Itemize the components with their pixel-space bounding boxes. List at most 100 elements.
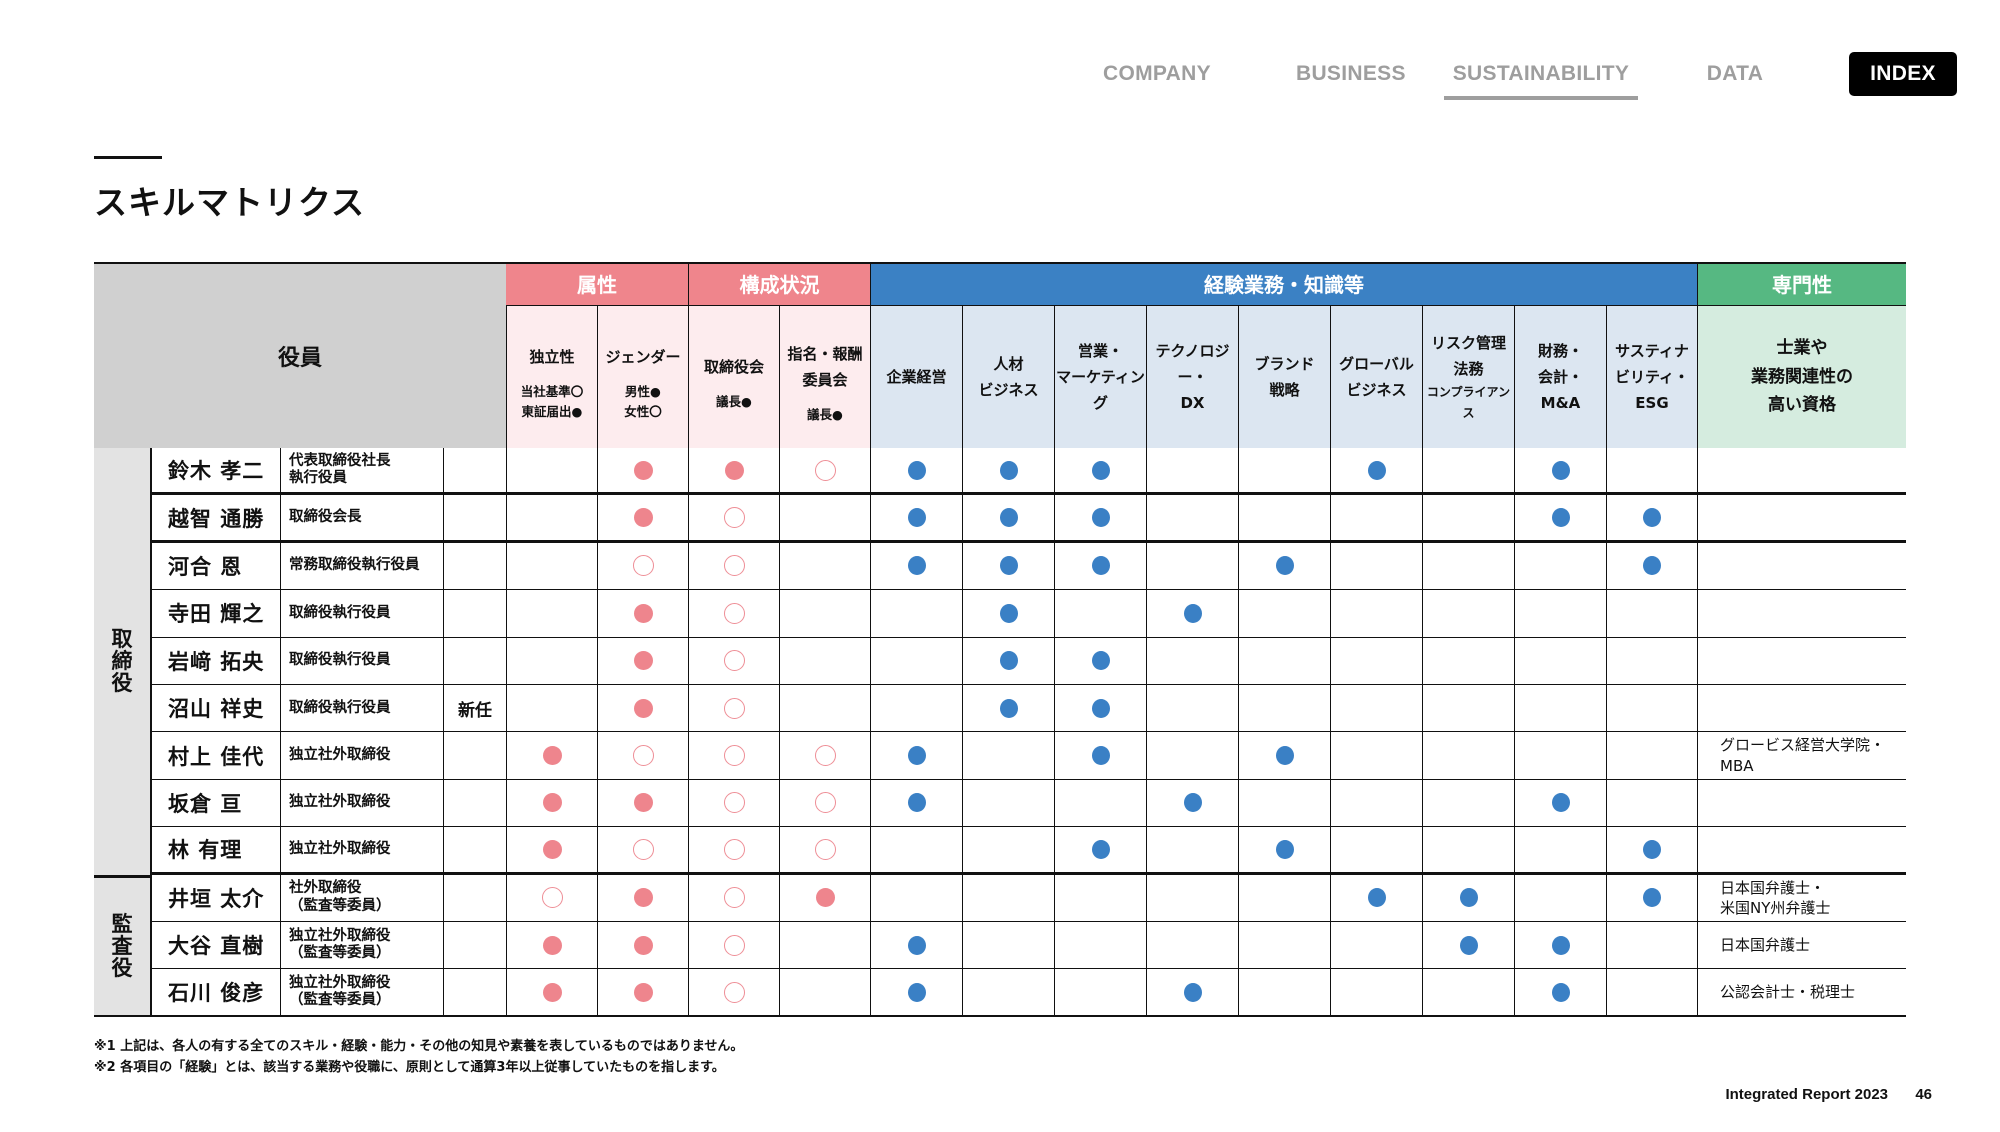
- skill-cell-esg: [1606, 495, 1697, 540]
- filled-circle-icon: [907, 793, 926, 813]
- open-circle-icon: [723, 745, 745, 767]
- table-row: 井垣 太介 社外取締役 （監査等委員） 日本国弁護士・ 米国NY州弁護士: [150, 874, 1906, 922]
- skill-cell-finance: [1514, 827, 1606, 872]
- filled-circle-icon: [1551, 460, 1570, 480]
- skill-cell-finance: [1514, 495, 1606, 540]
- qualification: 日本国弁護士: [1697, 922, 1906, 969]
- skill-cell-management: [870, 827, 962, 872]
- skill-cell-gender: [597, 827, 688, 872]
- column-header-global: グローバル ビジネス: [1330, 305, 1422, 448]
- filled-circle-icon: [633, 698, 653, 718]
- column-label: 営業・ マーケティング: [1056, 341, 1145, 413]
- table-row: 大谷 直樹 独立社外取締役 （監査等委員） 日本国弁護士: [150, 922, 1906, 970]
- open-circle-icon: [632, 838, 654, 860]
- filled-circle-icon: [633, 793, 653, 813]
- skill-cell-nomination: [779, 542, 870, 590]
- filled-circle-icon: [1643, 556, 1661, 576]
- skill-cell-esg: [1606, 637, 1697, 684]
- filled-circle-icon: [999, 603, 1018, 623]
- qualification: [1697, 448, 1906, 493]
- skill-cell-board: [688, 448, 779, 493]
- new-appointment-badge: [443, 542, 506, 590]
- skill-cell-risk: [1422, 542, 1514, 590]
- skill-cell-board: [688, 874, 779, 921]
- skill-cell-esg: [1606, 685, 1697, 732]
- qualification: [1697, 590, 1906, 637]
- skill-cell-esg: [1606, 448, 1697, 493]
- nav-business[interactable]: BUSINESS: [1296, 62, 1406, 85]
- skill-cell-brand: [1238, 685, 1330, 732]
- skill-cell-brand: [1238, 590, 1330, 637]
- officer-role: 独立社外取締役 （監査等委員）: [280, 922, 443, 969]
- expertise-column-header: 士業や 業務関連性の 高い資格: [1697, 305, 1906, 448]
- skill-cell-board: [688, 495, 779, 540]
- skill-cell-hr: [962, 495, 1054, 540]
- filled-circle-icon: [1183, 603, 1202, 623]
- filled-circle-icon: [1091, 556, 1110, 576]
- column-label: ジェンダー: [605, 347, 681, 366]
- skill-cell-nomination: [779, 874, 870, 921]
- skill-cell-sales: [1054, 874, 1146, 921]
- skill-cell-management: [870, 685, 962, 732]
- nav-company[interactable]: COMPANY: [1103, 62, 1211, 85]
- skill-cell-risk: [1422, 827, 1514, 872]
- nav-sustainability[interactable]: SUSTAINABILITY: [1444, 52, 1638, 100]
- column-header-management: 企業経営: [870, 305, 962, 448]
- skill-cell-management: [870, 448, 962, 493]
- column-header-hr: 人材 ビジネス: [962, 305, 1054, 448]
- skill-cell-board: [688, 969, 779, 1015]
- skill-cell-sales: [1054, 779, 1146, 827]
- officer-name: 村上 佳代: [150, 732, 280, 779]
- filled-circle-icon: [633, 508, 653, 528]
- table-row: 鈴木 孝二 代表取締役社長 執行役員: [150, 448, 1906, 496]
- filled-circle-icon: [1459, 935, 1478, 955]
- new-appointment-badge: [443, 495, 506, 540]
- new-appointment-badge: [443, 969, 506, 1015]
- column-header-tech: テクノロジー・ DX: [1146, 305, 1238, 448]
- skill-cell-risk: [1422, 969, 1514, 1015]
- filled-circle-icon: [907, 556, 926, 576]
- qualification: [1697, 637, 1906, 684]
- filled-circle-icon: [542, 839, 562, 859]
- filled-circle-icon: [1091, 508, 1110, 528]
- skill-cell-finance: [1514, 448, 1606, 493]
- table-row: 坂倉 亘独立社外取締役: [150, 779, 1906, 828]
- open-circle-icon: [723, 887, 745, 909]
- title-rule: [94, 156, 162, 159]
- skill-cell-independence: [506, 637, 597, 684]
- skill-cell-risk: [1422, 732, 1514, 779]
- table-row: 岩﨑 拓央 取締役執行役員: [150, 637, 1906, 685]
- skill-cell-global: [1330, 922, 1422, 969]
- top-navigation: COMPANY BUSINESS SUSTAINABILITY DATA IND…: [0, 52, 2000, 100]
- officer-role: 取締役会長: [280, 495, 443, 540]
- skill-cell-finance: [1514, 732, 1606, 779]
- skill-cell-esg: [1606, 779, 1697, 827]
- officer-role: 社外取締役 （監査等委員）: [280, 874, 443, 921]
- skill-cell-nomination: [779, 590, 870, 637]
- open-circle-icon: [723, 650, 745, 672]
- skill-cell-hr: [962, 448, 1054, 493]
- column-header-finance: 財務・ 会計・ M&A: [1514, 305, 1606, 448]
- column-header-sales: 営業・ マーケティング: [1054, 305, 1146, 448]
- officer-role: 独立社外取締役: [280, 732, 443, 779]
- nav-data[interactable]: DATA: [1706, 62, 1764, 85]
- skill-cell-gender: [597, 732, 688, 779]
- skill-cell-management: [870, 969, 962, 1015]
- filled-circle-icon: [633, 888, 653, 908]
- skill-cell-finance: [1514, 590, 1606, 637]
- skill-cell-hr: [962, 922, 1054, 969]
- skill-cell-management: [870, 590, 962, 637]
- skill-cell-hr: [962, 732, 1054, 779]
- nav-index-button[interactable]: INDEX: [1849, 52, 1957, 96]
- column-legend: 議長●: [807, 407, 843, 423]
- skill-cell-board: [688, 922, 779, 969]
- column-header-brand: ブランド 戦略: [1238, 305, 1330, 448]
- open-circle-icon: [723, 934, 745, 956]
- page-number: 46: [1915, 1086, 1932, 1103]
- skill-cell-sales: [1054, 922, 1146, 969]
- skill-cell-management: [870, 542, 962, 590]
- qualification: グロービス経営大学院・ MBA: [1697, 732, 1906, 779]
- skill-cell-tech: [1146, 827, 1238, 872]
- filled-circle-icon: [999, 460, 1018, 480]
- skill-cell-global: [1330, 827, 1422, 872]
